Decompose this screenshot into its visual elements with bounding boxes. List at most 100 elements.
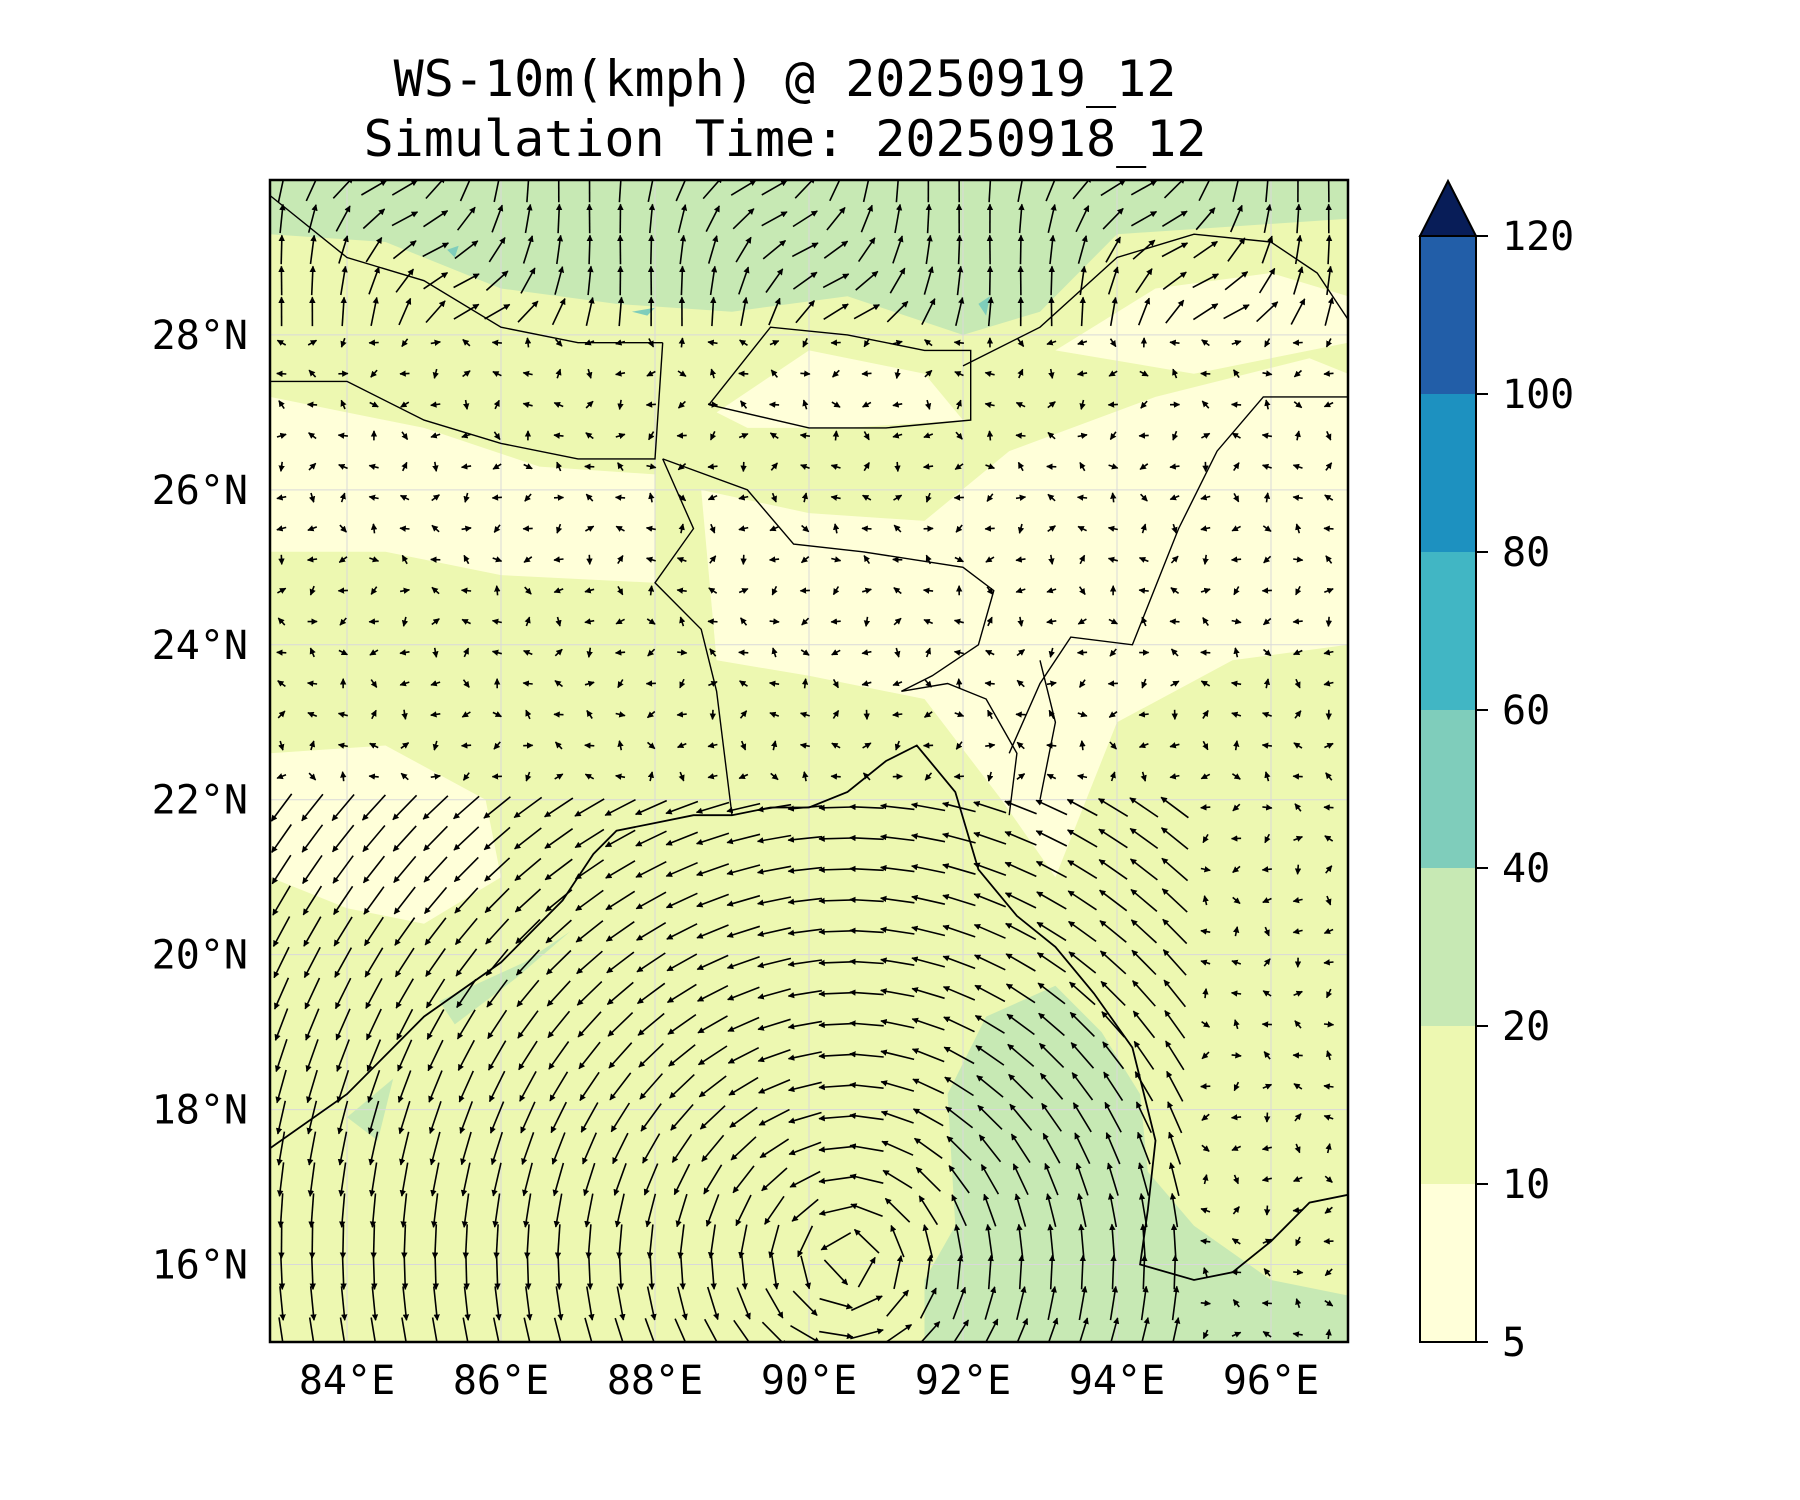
wind-arrow bbox=[401, 461, 408, 472]
wind-arrow bbox=[370, 1224, 377, 1259]
wind-arrow bbox=[880, 803, 915, 811]
wind-arrow bbox=[362, 824, 386, 853]
wind-arrow bbox=[1110, 492, 1117, 503]
wind-arrow bbox=[485, 918, 510, 945]
wind-arrow bbox=[1230, 556, 1242, 563]
wind-arrow bbox=[399, 494, 410, 501]
wind-arrow bbox=[524, 1224, 531, 1259]
wind-arrow bbox=[640, 1103, 662, 1132]
lon-tick-label: 88°E bbox=[607, 1358, 703, 1404]
wind-arrow bbox=[585, 432, 594, 440]
wind-arrow bbox=[668, 1044, 696, 1067]
wind-arrow bbox=[271, 854, 292, 885]
wind-arrow bbox=[953, 339, 964, 346]
wind-arrow bbox=[369, 1193, 377, 1228]
wind-arrow bbox=[306, 1100, 318, 1135]
wind-arrow bbox=[862, 742, 872, 749]
wind-arrow bbox=[975, 1045, 1005, 1066]
wind-arrow bbox=[585, 1224, 592, 1259]
wind-arrow bbox=[863, 462, 870, 472]
wind-arrow bbox=[1325, 865, 1333, 874]
wind-arrow bbox=[729, 1106, 758, 1128]
wind-arrow bbox=[665, 861, 698, 877]
wind-speed-contours bbox=[270, 180, 1348, 1342]
wind-arrow bbox=[1293, 556, 1304, 563]
wind-arrow bbox=[584, 773, 595, 780]
wind-arrow bbox=[607, 1012, 634, 1037]
wind-arrow bbox=[584, 1317, 593, 1342]
wind-arrow bbox=[278, 740, 285, 751]
wind-arrow bbox=[1233, 493, 1240, 503]
wind-arrow bbox=[849, 1112, 884, 1121]
wind-arrow bbox=[984, 1286, 997, 1320]
wind-arrow bbox=[331, 824, 355, 853]
lon-tick-label: 96°E bbox=[1223, 1358, 1319, 1404]
wind-arrow bbox=[666, 953, 698, 972]
wind-arrow bbox=[639, 1073, 663, 1100]
colorbar-segment bbox=[1420, 552, 1476, 710]
colorbar-extend-arrow bbox=[1418, 178, 1478, 237]
wind-arrow bbox=[818, 1115, 853, 1122]
wind-arrow bbox=[739, 617, 748, 626]
wind-arrow bbox=[490, 1131, 504, 1166]
wind-arrow bbox=[584, 618, 595, 625]
wind-arrow bbox=[894, 461, 901, 473]
lon-tick-label: 94°E bbox=[1069, 1358, 1165, 1404]
wind-arrow bbox=[331, 793, 355, 822]
wind-arrow bbox=[580, 1102, 599, 1133]
wind-arrow bbox=[423, 886, 448, 915]
wind-arrow bbox=[802, 771, 809, 782]
wind-arrow bbox=[517, 1010, 539, 1039]
wind-arrow bbox=[707, 1224, 716, 1259]
wind-arrow bbox=[1036, 921, 1067, 942]
wind-arrow bbox=[615, 370, 626, 377]
wind-arrow bbox=[677, 742, 687, 749]
wind-arrow bbox=[884, 1197, 911, 1223]
wind-arrow bbox=[1262, 617, 1272, 626]
wind-arrow bbox=[308, 369, 317, 378]
wind-arrow bbox=[863, 709, 870, 720]
wind-arrow bbox=[575, 920, 604, 943]
wind-arrow bbox=[492, 711, 502, 718]
wind-arrow bbox=[1139, 1223, 1147, 1259]
wind-arrow bbox=[1109, 741, 1117, 750]
wind-arrow bbox=[338, 463, 348, 470]
wind-arrow bbox=[617, 679, 624, 689]
wind-arrow bbox=[1169, 773, 1180, 780]
wind-arrow bbox=[735, 1194, 752, 1227]
wind-arrow bbox=[638, 1043, 664, 1068]
wind-arrow bbox=[520, 1101, 536, 1134]
wind-arrow bbox=[880, 1080, 915, 1092]
wind-arrow bbox=[1230, 1269, 1242, 1276]
wind-arrow bbox=[270, 793, 293, 822]
wind-arrow bbox=[366, 1039, 382, 1072]
wind-arrow bbox=[460, 742, 472, 749]
wind-arrow bbox=[801, 617, 810, 626]
wind-arrow bbox=[1016, 1223, 1024, 1259]
wind-arrow bbox=[371, 1255, 378, 1290]
wind-arrow bbox=[1172, 430, 1179, 441]
wind-arrow bbox=[861, 649, 872, 656]
wind-arrow bbox=[463, 1255, 470, 1290]
wind-arrow bbox=[771, 647, 778, 658]
wind-arrow bbox=[1109, 1223, 1116, 1259]
wind-arrow bbox=[705, 1194, 720, 1227]
wind-arrow bbox=[1202, 1267, 1209, 1278]
wind-arrow bbox=[1202, 617, 1209, 626]
wind-arrow bbox=[370, 523, 378, 534]
wind-arrow bbox=[770, 492, 777, 503]
wind-arrow bbox=[1098, 828, 1128, 849]
wind-arrow bbox=[525, 1286, 533, 1321]
wind-arrow bbox=[736, 1287, 751, 1320]
wind-arrow bbox=[1134, 1071, 1154, 1102]
wind-arrow bbox=[333, 885, 354, 916]
wind-arrow bbox=[1006, 1013, 1035, 1036]
wind-arrow bbox=[1046, 339, 1057, 346]
country-border bbox=[1008, 396, 1348, 754]
wind-arrow bbox=[771, 585, 778, 596]
wind-arrow bbox=[1231, 711, 1242, 718]
wind-arrow bbox=[394, 917, 416, 946]
wind-arrow bbox=[1140, 400, 1148, 409]
wind-arrow bbox=[1016, 1318, 1029, 1342]
wind-arrow bbox=[707, 618, 718, 625]
